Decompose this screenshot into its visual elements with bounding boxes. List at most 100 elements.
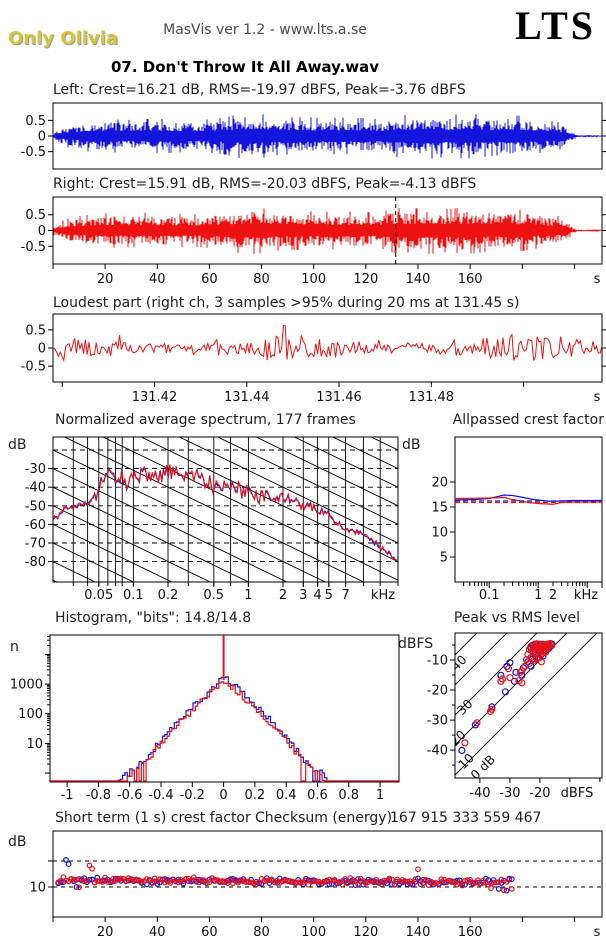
svg-text:-30: -30: [427, 714, 448, 729]
svg-text:100: 100: [301, 272, 326, 287]
svg-text:0: 0: [38, 342, 46, 357]
svg-text:-80: -80: [25, 555, 46, 570]
peak-rms-title: Peak vs RMS level: [453, 610, 580, 626]
svg-text:60: 60: [201, 272, 218, 287]
svg-text:0: 0: [38, 224, 46, 239]
svg-text:0.2: 0.2: [245, 788, 266, 803]
svg-text:20: 20: [97, 272, 114, 287]
svg-text:s: s: [594, 390, 601, 405]
crest-y-unit: dB: [8, 834, 27, 850]
svg-text:10: 10: [29, 881, 46, 896]
svg-text:40: 40: [149, 925, 166, 940]
svg-text:-0.4: -0.4: [148, 788, 173, 803]
svg-text:120: 120: [353, 272, 378, 287]
left-channel-stats: Left: Crest=16.21 dB, RMS=-19.97 dBFS, P…: [53, 82, 466, 98]
svg-text:80: 80: [253, 272, 270, 287]
svg-text:7: 7: [341, 588, 349, 603]
svg-text:10: 10: [26, 737, 43, 752]
svg-text:0.5: 0.5: [25, 323, 46, 338]
histogram-y-unit: n: [10, 639, 19, 655]
svg-text:160: 160: [458, 272, 483, 287]
svg-text:131.44: 131.44: [224, 390, 270, 405]
app-version: MasVis ver 1.2 - www.lts.a.se: [163, 22, 367, 38]
svg-text:-0.6: -0.6: [117, 788, 142, 803]
artist-name: Only Olivia: [8, 28, 118, 49]
svg-text:-1: -1: [61, 788, 74, 803]
svg-text:20: 20: [97, 925, 114, 940]
svg-text:0.6: 0.6: [307, 788, 328, 803]
svg-text:0.8: 0.8: [338, 788, 359, 803]
svg-text:15: 15: [431, 501, 448, 516]
svg-text:100: 100: [301, 925, 326, 940]
svg-text:0.5: 0.5: [25, 208, 46, 223]
allpass-y-unit: dB: [402, 437, 421, 453]
track-title: 07. Don't Throw It All Away.wav: [111, 58, 379, 76]
svg-text:-0.2: -0.2: [180, 788, 205, 803]
spectrum-title: Normalized average spectrum, 177 frames: [55, 412, 356, 428]
svg-text:-10: -10: [427, 654, 448, 669]
svg-text:5: 5: [325, 588, 333, 603]
svg-text:0.5: 0.5: [203, 588, 224, 603]
crest-title: Short term (1 s) crest factor: [55, 810, 251, 826]
svg-text:dBFS: dBFS: [561, 786, 594, 801]
svg-text:0.2: 0.2: [158, 588, 179, 603]
svg-text:2: 2: [549, 588, 557, 603]
svg-text:-50: -50: [25, 499, 46, 514]
loudest-part-title: Loudest part (right ch, 3 samples >95% d…: [53, 295, 520, 311]
svg-text:131.42: 131.42: [132, 390, 178, 405]
svg-text:-20: -20: [427, 684, 448, 699]
loudest-part-plot: 0.5 0 -0.5 131.42 131.44 131.46 131.48 s: [21, 313, 606, 405]
svg-text:0: 0: [38, 130, 46, 145]
svg-text:80: 80: [253, 925, 270, 940]
svg-text:1: 1: [534, 588, 542, 603]
svg-text:20: 20: [431, 476, 448, 491]
histogram-plot: 10 100 1000 -1 -0.8 -0.6 -0.4 -0.2 0 0.2 0.4 0.6 0.8…: [10, 634, 400, 803]
svg-text:100: 100: [18, 707, 43, 722]
svg-text:140: 140: [406, 272, 431, 287]
svg-text:3: 3: [299, 588, 307, 603]
svg-text:kHz: kHz: [371, 588, 395, 603]
svg-text:131.46: 131.46: [316, 390, 362, 405]
svg-text:-40: -40: [469, 786, 490, 801]
checksum-value: 167 915 333 559 467: [390, 810, 542, 826]
right-channel-stats: Right: Crest=15.91 dB, RMS=-20.03 dBFS, …: [53, 176, 477, 192]
spectrum-plot: -30 -40 -50 -60 -70 -80 0.05 0.1 0.2 0.5 1 2 3 4 5 7 kHz: [25, 436, 399, 603]
svg-text:-0.5: -0.5: [21, 145, 46, 160]
peak-rms-y-unit: dBFS: [398, 636, 434, 652]
svg-text:-30: -30: [25, 462, 46, 477]
lts-logo: LTS: [515, 3, 596, 48]
svg-text:1: 1: [376, 788, 384, 803]
svg-text:40: 40: [149, 272, 166, 287]
svg-text:60: 60: [201, 925, 218, 940]
histogram-title: Histogram, "bits": 14.8/14.8: [55, 610, 252, 626]
svg-text:1: 1: [244, 588, 252, 603]
svg-text:-0.5: -0.5: [21, 240, 46, 255]
svg-text:140: 140: [406, 925, 431, 940]
svg-text:1000: 1000: [10, 678, 43, 693]
svg-text:-20: -20: [529, 786, 550, 801]
svg-text:160: 160: [458, 925, 483, 940]
svg-text:0.1: 0.1: [123, 588, 144, 603]
svg-text:120: 120: [353, 925, 378, 940]
svg-text:-60: -60: [25, 518, 46, 533]
allpass-title: Allpassed crest factor: [452, 412, 604, 428]
spectrum-y-unit: dB: [8, 437, 27, 453]
svg-text:-40: -40: [25, 481, 46, 496]
svg-text:-0.8: -0.8: [86, 788, 111, 803]
svg-text:-70: -70: [25, 536, 46, 551]
svg-text:10: 10: [431, 526, 448, 541]
right-waveform-plot: 0.50-0.5 20 40 60 80 100 120 140 160 s: [21, 196, 606, 287]
svg-text:-0.5: -0.5: [21, 360, 46, 375]
svg-text:0: 0: [219, 788, 227, 803]
svg-text:s: s: [594, 272, 601, 287]
left-waveform-plot: 0.50-0.5: [21, 102, 606, 170]
svg-text:0.05: 0.05: [84, 588, 113, 603]
svg-text:5: 5: [440, 551, 448, 566]
short-term-crest-plot: 10 20 40 60 80 100 120 140 160 s: [29, 830, 603, 940]
svg-text:kHz: kHz: [574, 588, 598, 603]
svg-text:0.5: 0.5: [25, 114, 46, 129]
svg-text:0.1: 0.1: [479, 588, 500, 603]
checksum-label: Checksum (energy):: [255, 810, 397, 826]
svg-text:-30: -30: [499, 786, 520, 801]
